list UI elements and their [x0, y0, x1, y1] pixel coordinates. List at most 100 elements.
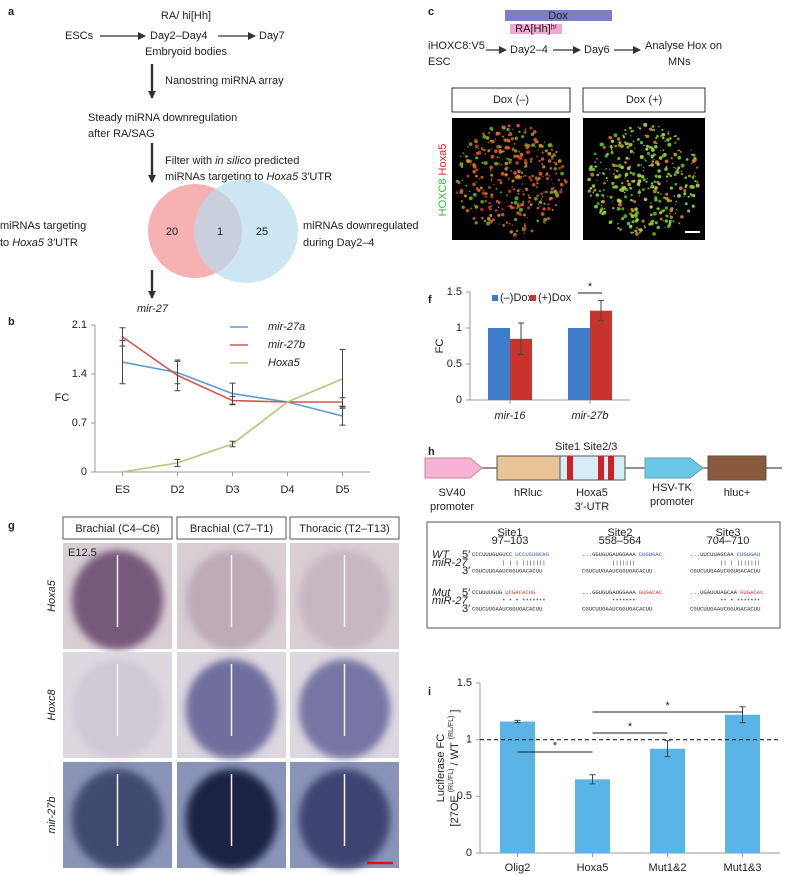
cell-signal: [537, 203, 539, 205]
cell-signal: [510, 201, 513, 204]
cell-signal: [513, 188, 515, 191]
cell-signal: [511, 224, 513, 226]
cell-signal: [695, 183, 700, 188]
pairing: ** * *******: [720, 597, 760, 604]
cell-signal: [679, 150, 682, 153]
cell-signal: [509, 132, 513, 136]
cell-signal: [506, 146, 511, 150]
cell-signal: [674, 203, 676, 205]
cell-signal: [459, 190, 464, 194]
significance-mark: *: [665, 700, 670, 712]
cell-signal: [496, 156, 499, 159]
cell-signal: [643, 122, 648, 127]
cell-signal: [543, 141, 546, 144]
cell-signal: [546, 217, 550, 220]
cell-signal: [673, 173, 677, 177]
cell-signal: [620, 165, 624, 170]
cell-signal: [646, 151, 651, 156]
text-span: CCCUUUGUGUCC: [472, 551, 513, 558]
cell-signal: [537, 176, 541, 181]
cell-signal: [678, 222, 681, 225]
x-tick-label: mir-16: [495, 410, 527, 422]
cell-signal: [664, 206, 669, 210]
cell-signal: [680, 172, 683, 175]
cell-signal: [502, 150, 505, 153]
cell-signal: [476, 151, 480, 156]
label: 3′: [462, 565, 470, 577]
cell-signal: [531, 174, 534, 178]
column-header-box: [62, 516, 173, 540]
cell-signal: [524, 187, 528, 190]
cell-signal: [684, 185, 687, 189]
column-header: Brachial (C7–T1): [190, 523, 273, 535]
error-bar: [514, 719, 521, 724]
text-span: GUGACAC: [639, 589, 663, 596]
y-tick-label: 0: [466, 847, 472, 859]
cell-signal: [519, 152, 524, 157]
cell-signal: [685, 158, 689, 161]
cell-signal: [465, 184, 468, 187]
cell-signal: [490, 148, 492, 150]
cell-signal: [650, 202, 652, 204]
cell-signal: [661, 132, 666, 137]
cell-signal: [660, 193, 662, 195]
text-span: Hoxc8: [46, 689, 58, 721]
text-span: ...UUCUUAGCAA: [690, 551, 734, 558]
cell-signal: [553, 167, 557, 171]
cell-signal: [505, 221, 509, 224]
cell-signal: [653, 159, 655, 161]
cell-signal: [459, 162, 464, 167]
cell-signal: [622, 136, 626, 139]
cell-signal: [518, 150, 521, 153]
cell-signal: [488, 131, 490, 134]
cell-signal: [489, 219, 493, 224]
cell-signal: [621, 217, 625, 221]
cell-signal: [488, 201, 491, 205]
cell-signal: [607, 195, 609, 197]
cell-signal: [494, 149, 498, 153]
cell-signal: [462, 152, 465, 155]
cell-signal: [637, 182, 641, 187]
panel-label: h: [428, 446, 435, 458]
cell-signal: [610, 139, 615, 143]
cell-signal: [648, 164, 651, 167]
cell-signal: [654, 198, 658, 202]
treatment: RA/ hi[Hh]: [161, 10, 211, 22]
cell-signal: [487, 217, 491, 221]
cell-signal: [529, 157, 534, 161]
label: 3′-UTR: [575, 501, 610, 513]
cell-signal: [513, 171, 517, 175]
cell-signal: [609, 195, 613, 199]
cell-signal: [674, 134, 677, 138]
cell-signal: [611, 200, 614, 202]
condition-box: [451, 87, 571, 113]
cell-signal: [501, 208, 504, 211]
bar: [510, 338, 532, 400]
label: hRluc: [514, 487, 543, 499]
sequence: ...UGAUUUAGCAA GUGACAC: [690, 589, 764, 596]
text-line: Filter with in silico predicted: [165, 155, 299, 167]
y-axis-label: FC: [434, 339, 446, 354]
cell-signal: [635, 232, 639, 236]
cell-signal: [524, 174, 527, 177]
label: Day2–4: [510, 44, 548, 56]
cell-signal: [652, 128, 656, 132]
cell-signal: [658, 199, 662, 203]
cell-signal: [513, 232, 517, 237]
cell-signal: [642, 166, 645, 168]
cell-signal: [511, 179, 515, 183]
significance-mark: *: [553, 740, 558, 752]
cell-signal: [468, 196, 473, 201]
cell-signal: [530, 179, 533, 182]
cell-signal: [629, 171, 632, 174]
cell-signal: [612, 173, 615, 175]
cell-signal: [609, 168, 611, 170]
cell-signal: [555, 172, 558, 175]
cell-signal: [624, 132, 627, 136]
cell-signal: [662, 149, 665, 152]
cell-signal: [514, 136, 518, 140]
cell-signal: [549, 167, 553, 170]
cell-signal: [500, 171, 505, 176]
cell-signal: [612, 185, 616, 189]
cell-signal: [536, 194, 540, 198]
